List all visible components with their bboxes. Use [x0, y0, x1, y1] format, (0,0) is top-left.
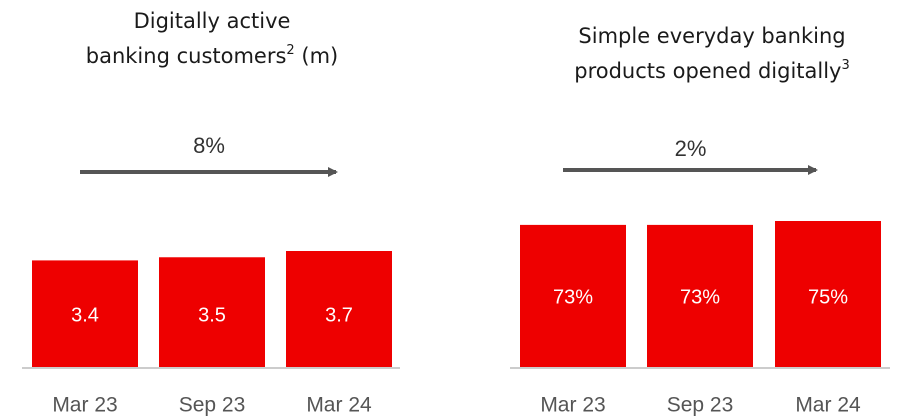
value-label: 75%	[808, 286, 848, 308]
x-tick-label: Mar 23	[52, 394, 117, 417]
value-label: 73%	[680, 286, 720, 308]
footnote: 3	[841, 58, 849, 73]
chart-title: banking customers2 (m)	[86, 43, 338, 69]
title-line: banking customers	[86, 44, 287, 68]
chart-title: products opened digitally3	[574, 58, 850, 84]
x-tick-label: Mar 23	[540, 394, 605, 417]
footnote: 2	[286, 43, 294, 58]
unit: (m)	[301, 44, 338, 68]
value-label: 3.7	[325, 304, 353, 326]
x-tick-label: Mar 24	[306, 394, 372, 417]
chart-title: Digitally active	[134, 9, 291, 33]
x-tick-label: Sep 23	[667, 394, 734, 417]
chart-title: Simple everyday banking	[578, 24, 845, 48]
bar	[775, 221, 881, 367]
title-line: products opened digitally	[574, 59, 841, 83]
bar	[32, 260, 138, 367]
bar	[647, 224, 753, 367]
title-line: Digitally active	[134, 9, 291, 33]
bar	[286, 251, 392, 367]
value-label: 73%	[553, 286, 593, 308]
bar	[520, 224, 626, 367]
bar	[159, 257, 265, 367]
growth-annotation: 2%	[675, 136, 707, 161]
growth-annotation: 8%	[193, 133, 225, 158]
spacer	[295, 44, 302, 68]
x-tick-label: Sep 23	[179, 394, 246, 417]
value-label: 3.5	[198, 304, 226, 326]
x-tick-label: Mar 24	[795, 394, 861, 417]
value-label: 3.4	[71, 304, 99, 326]
title-line: Simple everyday banking	[578, 24, 845, 48]
